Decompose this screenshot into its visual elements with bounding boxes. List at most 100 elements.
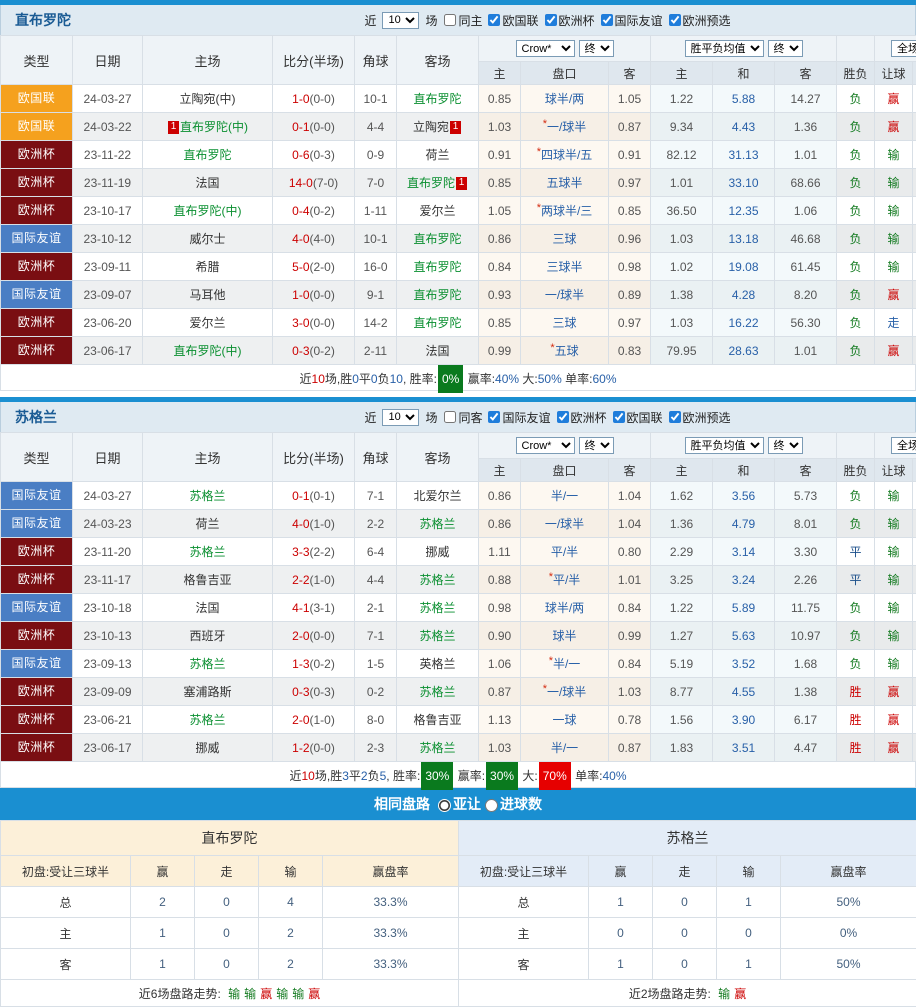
match-type-cell: 国际友谊 xyxy=(1,281,73,309)
away-team-cell[interactable]: 苏格兰 xyxy=(397,566,479,594)
away-team-cell[interactable]: 直布罗陀 xyxy=(397,309,479,337)
handicap-phase-select[interactable]: 初终 xyxy=(579,40,614,57)
away-team-cell[interactable]: 荷兰 xyxy=(397,141,479,169)
stats-lose: 0 xyxy=(717,918,781,949)
same-venue-checkbox[interactable] xyxy=(444,411,456,423)
home-team-cell[interactable]: 爱尔兰 xyxy=(143,309,273,337)
league-checkbox-4[interactable] xyxy=(669,14,681,26)
away-team-cell[interactable]: 直布罗陀 xyxy=(397,85,479,113)
odds-company-select[interactable]: Crow*Bet365Mac*易胜博 xyxy=(516,437,575,454)
away-team-cell[interactable]: 爱尔兰 xyxy=(397,197,479,225)
home-team-cell[interactable]: 直布罗陀(中) xyxy=(143,337,273,365)
league-checkbox-3[interactable] xyxy=(601,14,613,26)
european-phase-select[interactable]: 初终 xyxy=(768,437,803,454)
league-checkbox-2[interactable] xyxy=(557,411,569,423)
league-checkbox-2[interactable] xyxy=(545,14,557,26)
home-team-cell[interactable]: 荷兰 xyxy=(143,510,273,538)
away-team-cell[interactable]: 格鲁吉亚 xyxy=(397,706,479,734)
league-checkbox-1[interactable] xyxy=(488,411,500,423)
trend-item-1: 输 xyxy=(228,987,240,1001)
handicap-phase-select[interactable]: 初终 xyxy=(579,437,614,454)
same-handicap-radio-1[interactable] xyxy=(438,799,451,812)
home-team-cell[interactable]: 挪威 xyxy=(143,734,273,762)
goals-result-cell: 大 xyxy=(913,566,916,594)
home-team-cell[interactable]: 法国 xyxy=(143,169,273,197)
stats-col-lose: 输 xyxy=(259,856,323,887)
european-source-select[interactable]: 胜平负均值Bet365威廉希尔 xyxy=(685,437,764,454)
odds-company-select[interactable]: Crow*Bet365Mac*易胜博 xyxy=(516,40,575,57)
home-team-name: 塞浦路斯 xyxy=(183,685,231,699)
home-team-cell[interactable]: 直布罗陀(中) xyxy=(143,197,273,225)
home-team-cell[interactable]: 苏格兰 xyxy=(143,538,273,566)
home-team-cell[interactable]: 马耳他 xyxy=(143,281,273,309)
away-team-cell[interactable]: 直布罗陀 xyxy=(397,225,479,253)
away-team-cell[interactable]: 苏格兰 xyxy=(397,594,479,622)
home-team-cell[interactable]: 西班牙 xyxy=(143,622,273,650)
away-team-cell[interactable]: 挪威 xyxy=(397,538,479,566)
away-team-cell[interactable]: 直布罗陀 xyxy=(397,253,479,281)
away-team-cell[interactable]: 苏格兰 xyxy=(397,734,479,762)
same-handicap-options[interactable]: 亚让进球数 xyxy=(434,794,542,814)
same-venue-checkbox[interactable] xyxy=(444,14,456,26)
home-team-cell[interactable]: 苏格兰 xyxy=(143,482,273,510)
stats-rate: 50% xyxy=(781,887,916,918)
away-team-cell[interactable]: 苏格兰 xyxy=(397,678,479,706)
away-team-cell[interactable]: 法国 xyxy=(397,337,479,365)
away-team-cell[interactable]: 北爱尔兰 xyxy=(397,482,479,510)
same-handicap-radio-2[interactable] xyxy=(485,799,498,812)
home-team-cell[interactable]: 威尔士 xyxy=(143,225,273,253)
match-count-select[interactable]: 6102030 xyxy=(382,409,419,426)
corner-cell: 2-1 xyxy=(355,594,397,622)
home-team-cell[interactable]: 法国 xyxy=(143,594,273,622)
stats-title: 苏格兰 xyxy=(459,821,916,856)
scope-select[interactable]: 全场上半场 xyxy=(891,40,916,57)
scope-select[interactable]: 全场上半场 xyxy=(891,437,916,454)
red-card-icon: 1 xyxy=(456,177,467,190)
european-away-odds: 6.17 xyxy=(775,706,837,734)
match-date: 23-09-07 xyxy=(73,281,143,309)
away-team-cell[interactable]: 苏格兰 xyxy=(397,510,479,538)
league-checkbox-1[interactable] xyxy=(488,14,500,26)
home-team-cell[interactable]: 苏格兰 xyxy=(143,650,273,678)
home-team-cell[interactable]: 塞浦路斯 xyxy=(143,678,273,706)
european-phase-select[interactable]: 初终 xyxy=(768,40,803,57)
home-team-cell[interactable]: 格鲁吉亚 xyxy=(143,566,273,594)
league-checkbox-3[interactable] xyxy=(613,411,625,423)
away-team-cell[interactable]: 直布罗陀 xyxy=(397,281,479,309)
away-team-cell[interactable]: 英格兰 xyxy=(397,650,479,678)
league-checkbox-4[interactable] xyxy=(669,411,681,423)
home-team-cell[interactable]: 希腊 xyxy=(143,253,273,281)
col-home: 主场 xyxy=(143,36,273,85)
same-venue-label: 同主 xyxy=(458,12,482,29)
col-hand-away: 客 xyxy=(609,459,651,482)
home-team-cell[interactable]: 立陶宛(中) xyxy=(143,85,273,113)
european-source-select[interactable]: 胜平负均值Bet365威廉希尔 xyxy=(685,40,764,57)
away-team-cell[interactable]: 苏格兰 xyxy=(397,622,479,650)
home-team-cell[interactable]: 苏格兰 xyxy=(143,706,273,734)
home-team-cell[interactable]: 直布罗陀 xyxy=(143,141,273,169)
match-count-select[interactable]: 6102030 xyxy=(382,12,419,29)
